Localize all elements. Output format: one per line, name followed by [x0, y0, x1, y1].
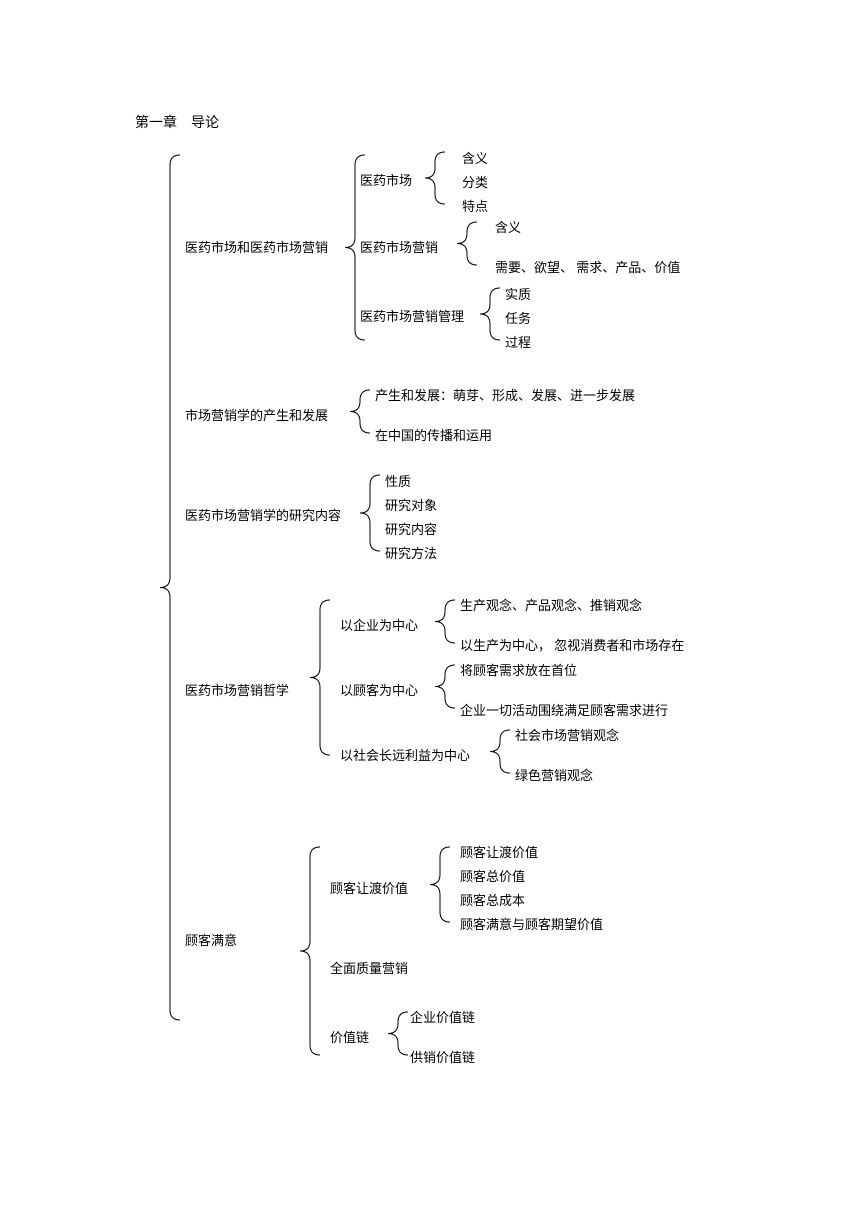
tree-node: 顾客总成本	[460, 890, 525, 909]
tree-node: 过程	[505, 332, 531, 351]
tree-node: 顾客满意与顾客期望价值	[460, 914, 603, 933]
brace-icon	[435, 665, 457, 710]
tree-node: 社会市场营销观念	[515, 725, 619, 744]
tree-node: 医药市场	[360, 170, 412, 189]
brace-icon	[350, 390, 372, 435]
brace-icon	[345, 155, 367, 342]
tree-node: 实质	[505, 284, 531, 303]
brace-icon	[430, 847, 452, 924]
brace-icon	[300, 847, 322, 1057]
tree-node: 以社会长远利益为中心	[340, 745, 470, 764]
tree-node: 特点	[462, 196, 488, 215]
tree-node: 任务	[505, 308, 531, 327]
tree-node: 顾客总价值	[460, 866, 525, 885]
tree-node: 以顾客为中心	[340, 680, 418, 699]
brace-icon	[425, 152, 447, 206]
tree-node: 在中国的传播和运用	[375, 425, 492, 444]
tree-node: 医药市场营销哲学	[185, 680, 289, 699]
tree-node: 以生产为中心， 忽视消费者和市场存在	[460, 635, 684, 654]
tree-node: 价值链	[330, 1027, 369, 1046]
tree-node: 研究内容	[385, 519, 437, 538]
page-title: 第一章 导论	[135, 112, 219, 132]
tree-node: 性质	[385, 471, 411, 490]
tree-node: 生产观念、产品观念、推销观念	[460, 595, 642, 614]
brace-icon	[457, 222, 479, 267]
tree-node: 顾客满意	[185, 930, 237, 949]
tree-node: 顾客让渡价值	[330, 878, 408, 897]
tree-node: 医药市场营销学的研究内容	[185, 505, 341, 524]
tree-node: 需要、欲望、 需求、产品、价值	[495, 257, 680, 276]
brace-icon	[490, 730, 512, 775]
tree-node: 含义	[495, 217, 521, 236]
brace-icon	[160, 155, 182, 1022]
tree-node: 将顾客需求放在首位	[460, 660, 577, 679]
tree-node: 顾客让渡价值	[460, 842, 538, 861]
tree-node: 研究方法	[385, 543, 437, 562]
brace-icon	[480, 288, 502, 342]
tree-node: 医药市场营销管理	[360, 306, 464, 325]
brace-icon	[435, 600, 457, 645]
brace-icon	[310, 600, 332, 757]
brace-icon	[388, 1012, 410, 1057]
tree-node: 全面质量营销	[330, 958, 408, 977]
brace-icon	[360, 475, 382, 553]
tree-node: 绿色营销观念	[515, 765, 593, 784]
tree-node: 含义	[462, 148, 488, 167]
tree-node: 医药市场和医药市场营销	[185, 237, 328, 256]
tree-node: 企业价值链	[410, 1007, 475, 1026]
tree-node: 研究对象	[385, 495, 437, 514]
tree-node: 分类	[462, 172, 488, 191]
tree-node: 企业一切活动围绕满足顾客需求进行	[460, 700, 668, 719]
tree-node: 医药市场营销	[360, 237, 438, 256]
tree-node: 产生和发展：萌芽、形成、发展、进一步发展	[375, 385, 635, 404]
tree-node: 供销价值链	[410, 1047, 475, 1066]
tree-node: 以企业为中心	[340, 615, 418, 634]
tree-node: 市场营销学的产生和发展	[185, 405, 328, 424]
